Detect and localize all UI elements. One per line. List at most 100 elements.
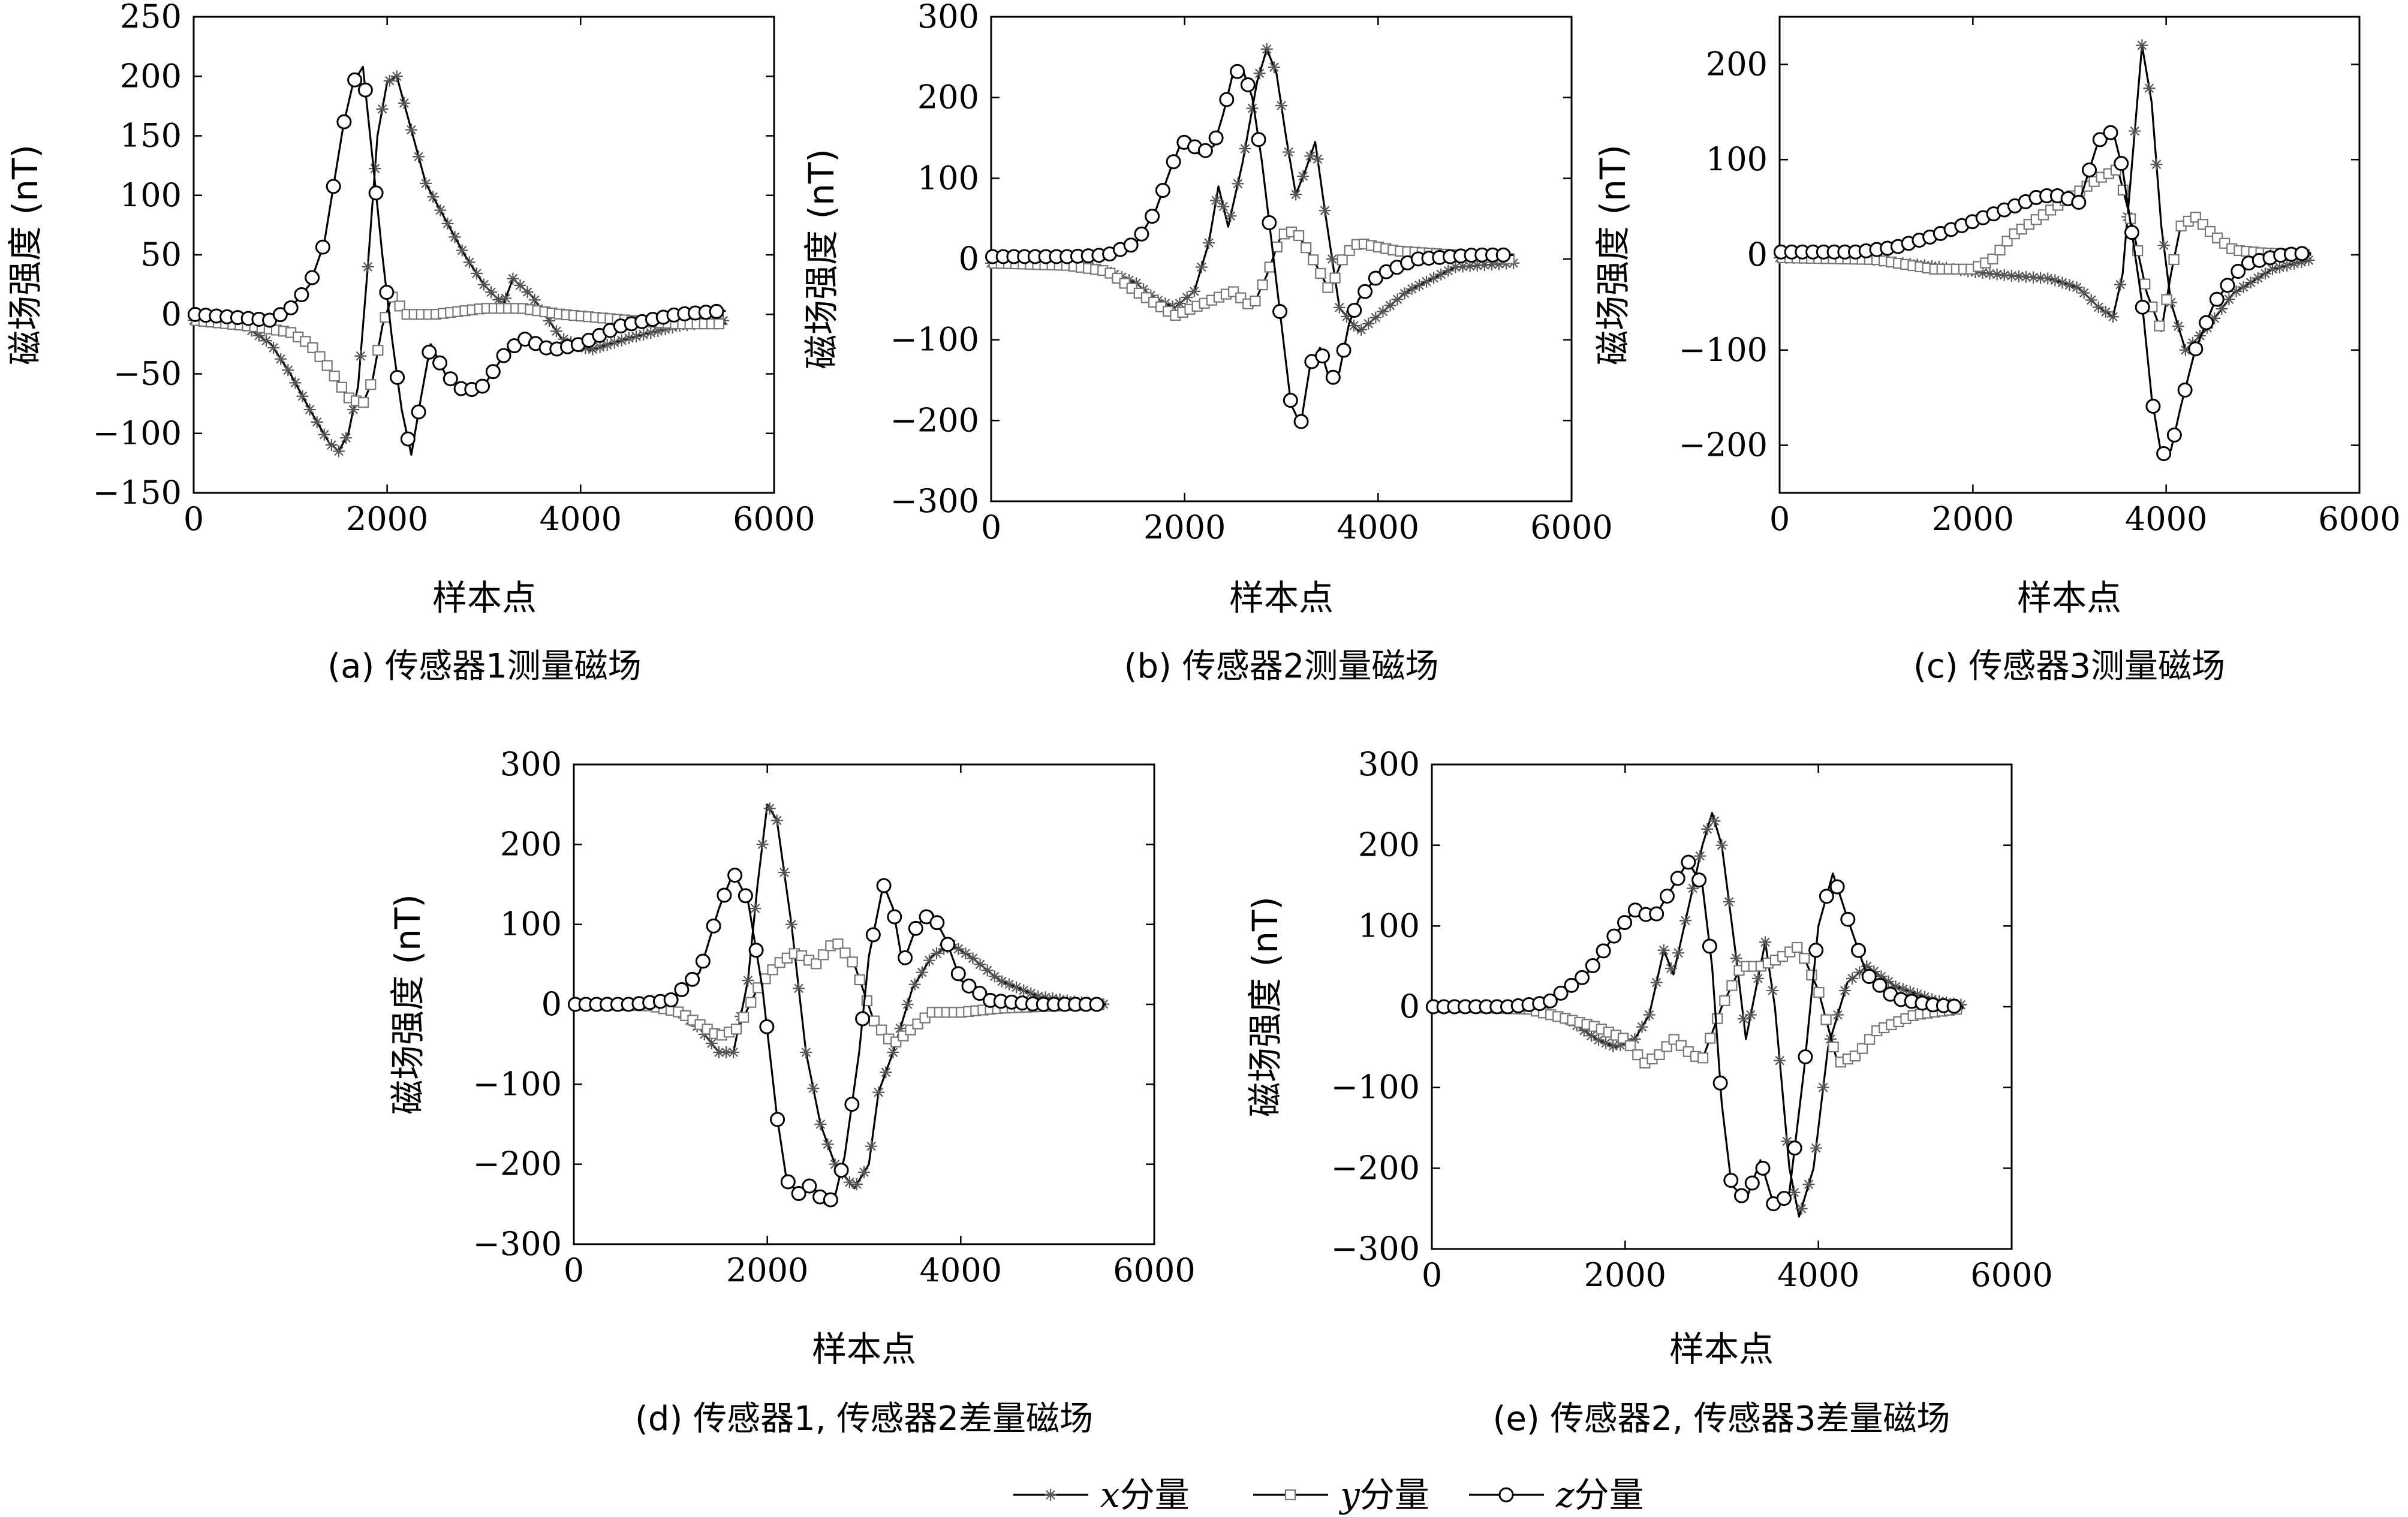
series-y-marker bbox=[1705, 1033, 1716, 1044]
series-z-marker bbox=[1564, 977, 1579, 993]
series-z-marker bbox=[1230, 64, 1245, 79]
series-x-marker bbox=[1018, 984, 1030, 997]
y-tick-label: 200 bbox=[500, 825, 562, 863]
series-x-marker bbox=[1904, 985, 1916, 998]
series-x-marker bbox=[1694, 850, 1706, 862]
series-y-marker bbox=[1329, 272, 1341, 284]
series-x-marker bbox=[858, 1166, 870, 1178]
series-z-marker bbox=[2114, 156, 2129, 171]
series-z-marker bbox=[1336, 342, 1352, 358]
series-x-marker bbox=[2099, 306, 2112, 318]
series-x-marker bbox=[1188, 285, 1200, 297]
series-x-marker bbox=[1585, 1030, 1597, 1042]
series-x-marker bbox=[1759, 936, 1772, 949]
y-tick-label: 0 bbox=[959, 240, 979, 278]
series-x bbox=[188, 70, 730, 457]
series-y-marker bbox=[713, 318, 725, 330]
series-x-marker bbox=[1781, 1135, 1793, 1148]
series-z-marker bbox=[2177, 382, 2193, 398]
y-tick-label: −100 bbox=[93, 414, 182, 452]
series-y-marker bbox=[730, 1024, 742, 1035]
series-z-marker bbox=[2156, 446, 2172, 461]
y-tick-label: −100 bbox=[1679, 331, 1768, 369]
x-tick-label: 4000 bbox=[1337, 508, 1419, 546]
chart-panel-a: 0 2000 4000 6000 −150 −100 −50 0 50 100 150 200 250 样… bbox=[5, 0, 815, 686]
series-z-marker bbox=[1946, 998, 1962, 1014]
series-x-marker bbox=[303, 404, 316, 416]
series-z-marker bbox=[475, 378, 490, 394]
series-x-marker bbox=[2085, 294, 2097, 306]
series-x-marker bbox=[528, 294, 541, 306]
series-x-marker bbox=[1297, 170, 1310, 182]
series-z-line bbox=[193, 65, 726, 456]
x-tick-label: 6000 bbox=[1970, 1256, 2052, 1294]
series-x-marker bbox=[1384, 299, 1396, 312]
series-x-marker bbox=[1897, 983, 1909, 995]
series-x-marker bbox=[2019, 270, 2032, 283]
series-x-marker bbox=[1456, 260, 1469, 273]
series-y-marker bbox=[321, 360, 333, 371]
series-y-marker bbox=[1654, 1049, 1665, 1061]
series-x-marker bbox=[1607, 1040, 1620, 1052]
y-tick-label: 200 bbox=[917, 79, 979, 116]
series-y-marker bbox=[1828, 1041, 1839, 1053]
series-x-marker bbox=[1405, 282, 1418, 295]
series-x-marker bbox=[1420, 275, 1432, 288]
series-x-marker bbox=[1766, 985, 1779, 997]
y-axis-label: 磁场强度 (nT) bbox=[1593, 145, 1633, 365]
series-z-marker bbox=[908, 920, 923, 936]
series-y-marker bbox=[336, 381, 347, 393]
series-z-marker bbox=[738, 888, 753, 904]
legend-text-y: 分量 bbox=[1360, 1474, 1429, 1515]
series-x-marker bbox=[1010, 981, 1023, 994]
y-tick-label: 0 bbox=[161, 295, 182, 333]
series-x-marker bbox=[630, 330, 643, 342]
series-x-marker bbox=[756, 838, 769, 851]
series-z-marker bbox=[1089, 997, 1104, 1012]
series-x-marker bbox=[1889, 980, 1902, 993]
y-tick-label: 100 bbox=[500, 905, 562, 943]
series-z-marker bbox=[780, 1174, 796, 1190]
series-z-marker bbox=[2145, 398, 2161, 414]
series-z-marker bbox=[357, 82, 373, 98]
series-x-marker bbox=[2056, 276, 2069, 289]
series-x-marker bbox=[1817, 1081, 1829, 1094]
series-y-marker bbox=[394, 300, 405, 312]
series-x-marker bbox=[2244, 276, 2257, 289]
series-x-marker bbox=[1788, 1186, 1801, 1199]
series-x-marker bbox=[713, 1046, 725, 1058]
series-z-marker bbox=[1145, 209, 1160, 224]
series-x-marker bbox=[623, 332, 635, 344]
legend-var-x: x bbox=[1100, 1474, 1120, 1515]
series-x-marker bbox=[1442, 264, 1455, 277]
series-y-marker bbox=[1322, 282, 1334, 293]
series-z-marker bbox=[1315, 348, 1331, 364]
series-x-marker bbox=[843, 1176, 856, 1188]
series-x-marker bbox=[1319, 204, 1331, 217]
series-y-marker bbox=[1308, 254, 1319, 266]
series-y-marker bbox=[832, 938, 844, 950]
series-x-marker bbox=[1687, 882, 1699, 895]
y-tick-label: 100 bbox=[917, 159, 979, 197]
series-z-marker bbox=[770, 1112, 785, 1127]
series-x-marker bbox=[1650, 976, 1663, 989]
series-z-marker bbox=[1617, 915, 1633, 931]
series-y-marker bbox=[1792, 941, 1803, 953]
series-z-marker bbox=[1851, 943, 1867, 958]
x-tick-label: 0 bbox=[981, 508, 1001, 546]
series-x-marker bbox=[1471, 259, 1483, 272]
series-z-marker bbox=[2092, 132, 2108, 148]
series-z-marker bbox=[2082, 162, 2097, 177]
series-y-marker bbox=[1856, 1043, 1868, 1054]
series-z-marker bbox=[1872, 977, 1888, 993]
series-z-marker bbox=[390, 369, 405, 385]
series-x-marker bbox=[901, 998, 914, 1010]
series-x-marker bbox=[1290, 188, 1302, 201]
series-z-marker bbox=[1734, 1188, 1750, 1203]
series-z-marker bbox=[1347, 303, 1362, 318]
series-y-marker bbox=[1712, 1013, 1723, 1024]
series-x-marker bbox=[579, 342, 592, 354]
series-y-marker bbox=[745, 997, 757, 1008]
series-x-marker bbox=[1348, 320, 1360, 332]
series-x-marker bbox=[1032, 990, 1045, 1003]
